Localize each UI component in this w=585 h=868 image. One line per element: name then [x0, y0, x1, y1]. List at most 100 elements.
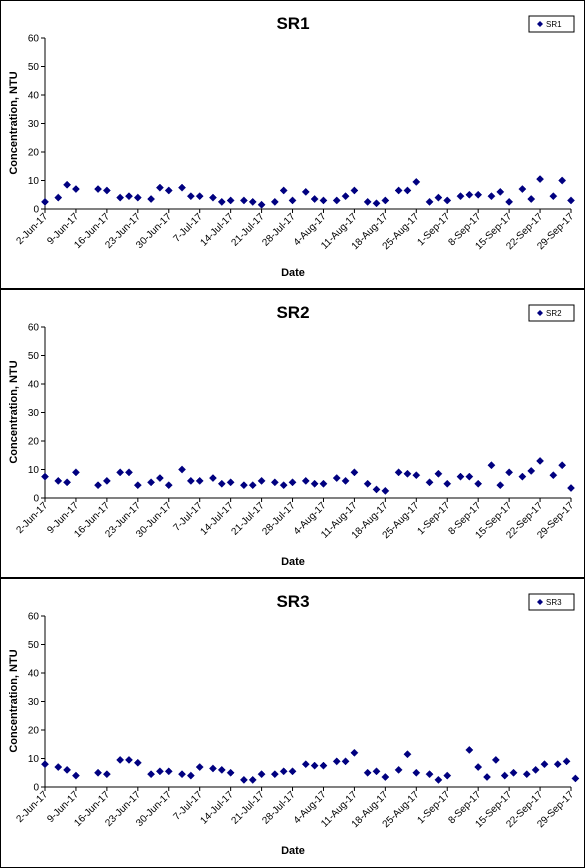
data-point: [147, 195, 156, 203]
data-point: [562, 757, 571, 766]
x-tick-label: 1-Sep-17: [415, 789, 452, 826]
data-point: [518, 185, 527, 194]
data-point: [536, 456, 545, 465]
legend-marker: [537, 310, 543, 316]
data-point: [54, 193, 63, 202]
data-point: [341, 476, 350, 485]
data-point: [270, 770, 279, 779]
data-point: [54, 476, 63, 485]
data-point: [372, 199, 381, 208]
y-tick-label: 10: [28, 465, 40, 476]
data-point: [553, 760, 562, 769]
data-point: [178, 465, 186, 474]
x-tick-label: 2-Jun-17: [14, 500, 50, 536]
data-point: [465, 190, 474, 199]
y-tick-label: 30: [28, 697, 40, 708]
data-point: [394, 186, 403, 195]
data-point: [443, 479, 452, 488]
data-point: [125, 755, 133, 764]
legend-marker: [537, 21, 543, 27]
y-tick-label: 40: [28, 380, 40, 391]
data-point: [155, 474, 164, 483]
chart-title: SR1: [276, 14, 309, 33]
legend-box: [528, 15, 575, 33]
y-tick-label: 50: [28, 351, 40, 362]
data-point: [487, 461, 496, 470]
legend: SR3: [528, 593, 575, 611]
data-point: [248, 197, 257, 206]
data-point: [116, 468, 125, 477]
data-point: [474, 479, 483, 488]
data-point: [350, 468, 359, 477]
data-point: [434, 775, 443, 784]
data-point: [133, 481, 142, 490]
data-point: [483, 773, 491, 781]
data-point: [491, 755, 500, 764]
y-axis-title: Concentration, NTU: [8, 71, 20, 174]
data-point: [319, 479, 328, 488]
data-point: [186, 192, 195, 201]
y-tick-label: 50: [28, 640, 40, 651]
data-point: [279, 767, 288, 776]
x-tick-label: 2-Jun-17: [14, 211, 50, 247]
data-point: [116, 193, 125, 202]
data-point: [332, 757, 341, 766]
x-tick-label: 28-Jul-17: [260, 500, 298, 538]
data-point: [164, 186, 173, 195]
data-point: [394, 765, 403, 774]
legend-label: SR2: [546, 309, 562, 318]
data-point: [209, 474, 217, 483]
data-point: [226, 478, 235, 487]
data-point: [239, 775, 248, 784]
data-point: [279, 186, 288, 195]
data-point: [332, 196, 341, 205]
data-point: [195, 192, 204, 201]
data-point: [186, 476, 195, 485]
data-point: [363, 197, 372, 206]
data-point: [102, 476, 111, 485]
y-tick-label: 60: [28, 612, 40, 623]
data-point: [257, 770, 266, 779]
data-point: [496, 481, 505, 490]
chart-svg: SR201020304050602-Jun-179-Jun-1716-Jun-1…: [8, 303, 576, 568]
y-axis-title: Concentration, NTU: [8, 360, 20, 463]
data-point: [319, 761, 328, 770]
data-point: [443, 771, 452, 780]
x-tick-label: 1-Sep-17: [415, 500, 452, 537]
legend-marker: [537, 599, 543, 605]
data-point: [425, 197, 434, 206]
y-tick-label: 0: [33, 783, 39, 794]
data-point: [288, 478, 297, 487]
x-tick-label: 1-Sep-17: [415, 211, 452, 248]
data-point: [301, 187, 310, 196]
data-point: [248, 775, 257, 784]
data-point: [63, 765, 72, 774]
data-point: [443, 196, 452, 205]
data-point: [332, 474, 341, 483]
data-point: [94, 185, 102, 194]
data-point: [403, 469, 412, 478]
y-tick-label: 40: [28, 669, 40, 680]
data-point: [195, 476, 204, 485]
data-point: [350, 748, 359, 757]
data-point: [41, 197, 49, 206]
y-tick-label: 0: [33, 205, 39, 216]
legend: SR2: [528, 304, 575, 322]
data-point: [456, 472, 465, 481]
legend-label: SR3: [546, 598, 562, 607]
data-point: [116, 755, 125, 764]
data-point: [71, 771, 80, 780]
data-point: [288, 767, 297, 776]
chart-title: SR3: [276, 592, 309, 611]
y-tick-label: 40: [28, 91, 40, 102]
data-point: [310, 761, 319, 770]
x-tick-label: 28-Jul-17: [260, 789, 298, 827]
data-point: [496, 187, 505, 196]
data-point: [71, 185, 80, 194]
data-point: [567, 196, 575, 205]
data-point: [164, 481, 173, 490]
data-point: [217, 197, 226, 206]
legend: SR1: [528, 15, 575, 33]
data-point: [363, 768, 372, 777]
data-point: [363, 479, 372, 488]
